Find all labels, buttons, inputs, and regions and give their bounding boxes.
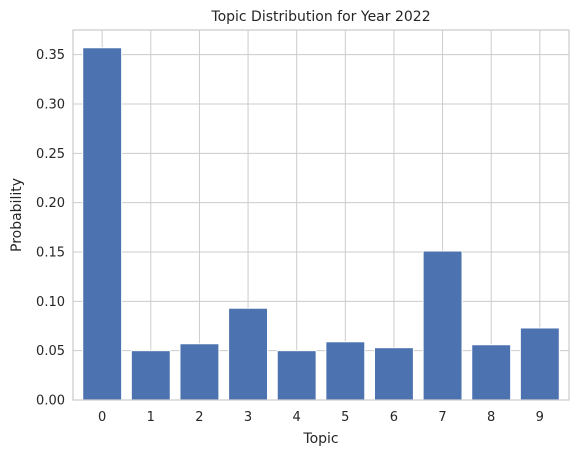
y-tick-label: 0.25 (36, 147, 65, 162)
bars (82, 47, 560, 401)
x-tick-label: 5 (341, 410, 349, 425)
x-tick-label: 1 (147, 410, 155, 425)
chart-title: Topic Distribution for Year 2022 (210, 9, 430, 25)
y-tick-label: 0.05 (36, 344, 65, 359)
bar-topic-5 (325, 341, 366, 401)
plot-frame (72, 29, 570, 401)
bar-topic-4 (276, 350, 317, 401)
y-tick-labels: 0.00 0.05 0.10 0.15 0.20 0.25 0.30 0.35 (36, 48, 65, 408)
bar-topic-2 (179, 343, 220, 401)
x-tick-label: 7 (438, 410, 446, 425)
y-tick-label: 0.20 (36, 196, 65, 211)
x-tick-label: 2 (195, 410, 203, 425)
bar-topic-6 (373, 347, 414, 401)
x-tick-label: 8 (487, 410, 495, 425)
x-tick-label: 4 (293, 410, 301, 425)
x-tick-label: 9 (536, 410, 544, 425)
x-tick-label: 6 (390, 410, 398, 425)
x-tick-label: 0 (98, 410, 106, 425)
bar-topic-9 (519, 327, 560, 401)
y-tick-label: 0.15 (36, 246, 65, 261)
bar-topic-1 (130, 350, 171, 401)
x-tick-labels: 0 1 2 3 4 5 6 7 8 9 (98, 410, 544, 425)
bar-topic-3 (228, 307, 269, 401)
x-tick-label: 3 (244, 410, 252, 425)
grid (73, 30, 569, 401)
bar-topic-0 (82, 47, 123, 401)
y-tick-label: 0.00 (36, 394, 65, 409)
bar-topic-8 (471, 344, 512, 401)
y-tick-label: 0.10 (36, 295, 65, 310)
y-tick-label: 0.30 (36, 98, 65, 113)
y-axis-label: Probability (9, 178, 25, 252)
bar-topic-7 (422, 250, 463, 401)
x-axis-label: Topic (302, 431, 338, 447)
y-tick-label: 0.35 (36, 48, 65, 63)
